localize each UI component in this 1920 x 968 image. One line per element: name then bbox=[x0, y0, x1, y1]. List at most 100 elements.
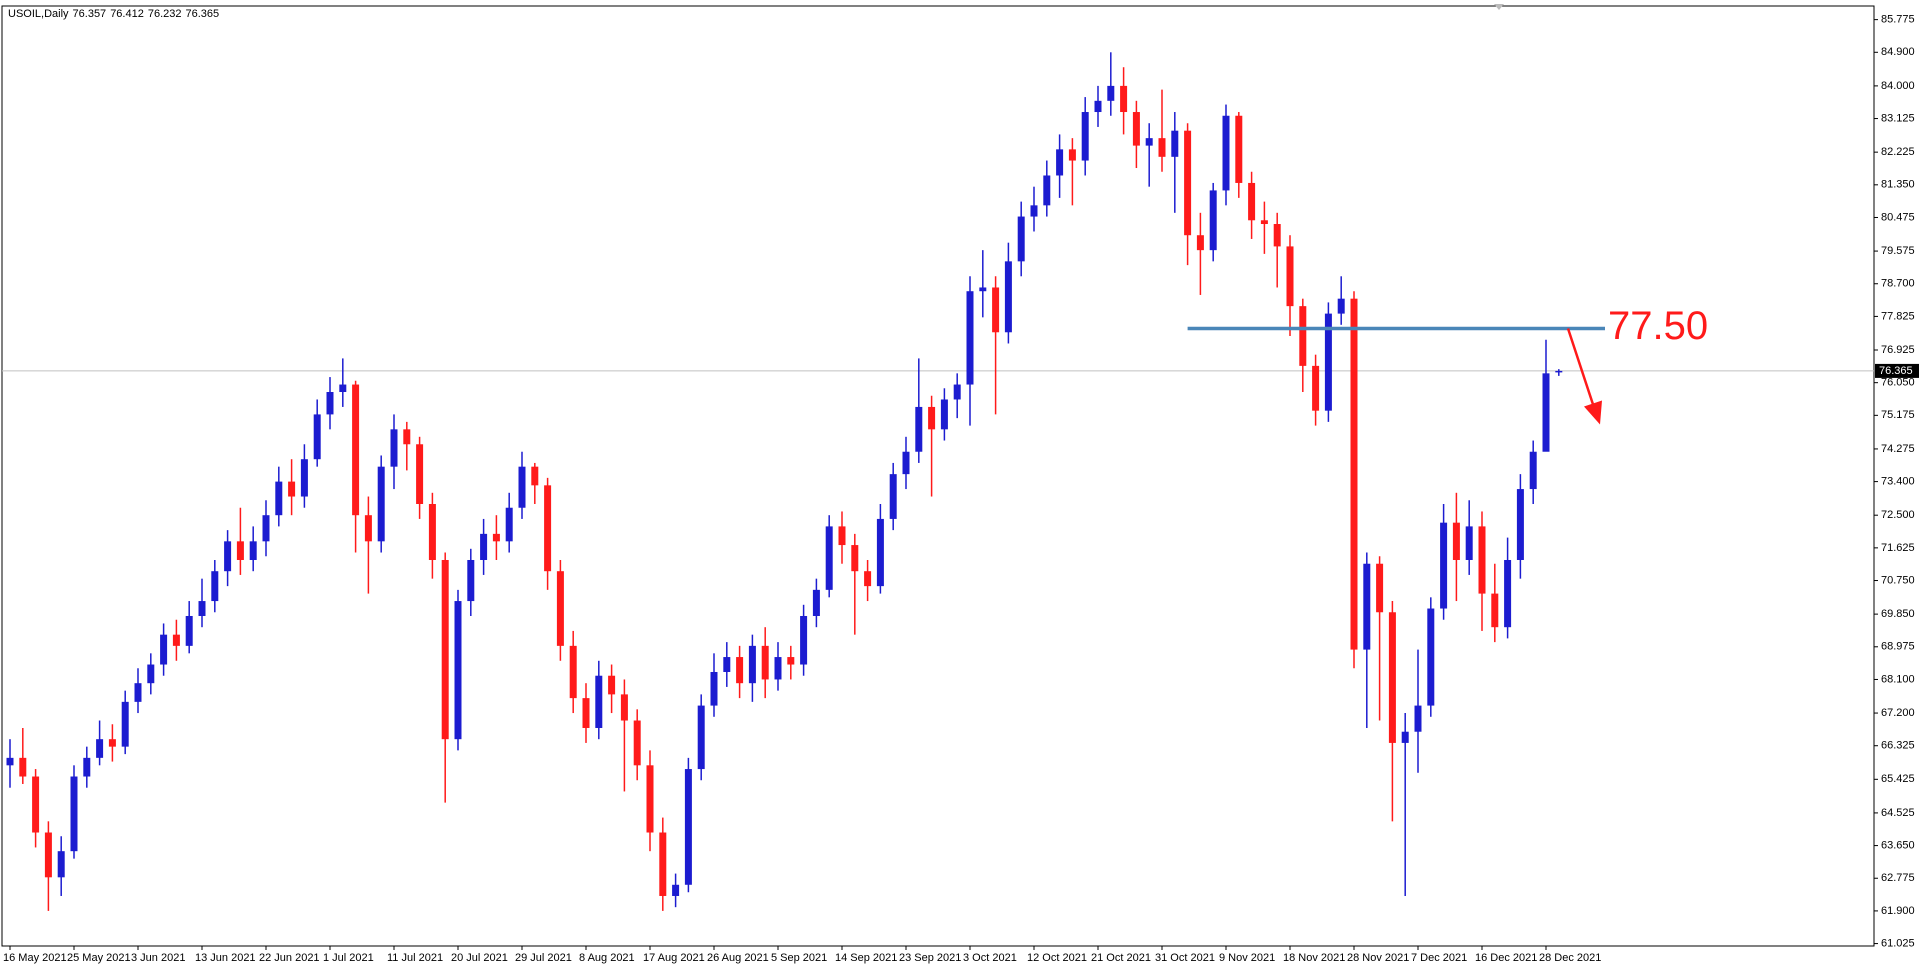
candle-body bbox=[1465, 526, 1473, 560]
candle-body bbox=[633, 720, 641, 766]
x-tick-label: 22 Jun 2021 bbox=[259, 952, 320, 964]
candle-body bbox=[57, 851, 65, 878]
candle-body bbox=[1209, 190, 1217, 251]
last-high: 76.412 bbox=[110, 8, 144, 20]
candle-body bbox=[608, 675, 616, 695]
candle-body bbox=[185, 615, 193, 646]
y-tick-label: 71.625 bbox=[1881, 542, 1915, 554]
y-tick-label: 63.650 bbox=[1881, 839, 1915, 851]
candle-body bbox=[1107, 85, 1115, 101]
x-tick-label: 20 Jul 2021 bbox=[451, 952, 508, 964]
down-arrow bbox=[1566, 328, 1598, 414]
shift-marker bbox=[1494, 4, 1504, 10]
candle-body bbox=[876, 518, 884, 587]
candle-body bbox=[1324, 313, 1332, 411]
candle-body bbox=[953, 384, 961, 400]
candle-body bbox=[1427, 608, 1435, 706]
candle-body bbox=[172, 634, 180, 646]
candle-body bbox=[1056, 149, 1064, 176]
x-tick-label: 5 Sep 2021 bbox=[771, 952, 827, 964]
candle-body bbox=[1171, 130, 1179, 157]
candle-body bbox=[1222, 115, 1230, 191]
price-tag bbox=[1875, 363, 1919, 378]
candle-body bbox=[979, 287, 987, 292]
y-tick-label: 70.750 bbox=[1881, 574, 1915, 586]
x-tick-label: 8 Aug 2021 bbox=[579, 952, 635, 964]
candle-body bbox=[992, 287, 1000, 333]
last-open: 76.357 bbox=[73, 8, 107, 20]
candle-body bbox=[1452, 522, 1460, 560]
y-tick-label: 81.350 bbox=[1881, 179, 1915, 191]
y-tick-label: 74.275 bbox=[1881, 443, 1915, 455]
candle-body bbox=[134, 683, 142, 702]
x-tick-label: 16 May 2021 bbox=[3, 952, 67, 964]
candle-body bbox=[1273, 224, 1281, 247]
x-tick-label: 23 Sep 2021 bbox=[899, 952, 961, 964]
x-tick-label: 14 Sep 2021 bbox=[835, 952, 897, 964]
y-tick-label: 82.225 bbox=[1881, 146, 1915, 158]
candle-body bbox=[1388, 612, 1396, 743]
candle-body bbox=[96, 739, 104, 758]
candle-body bbox=[416, 444, 424, 504]
candle-body bbox=[544, 485, 552, 572]
candle-body bbox=[249, 541, 257, 560]
x-tick-label: 7 Dec 2021 bbox=[1411, 952, 1467, 964]
y-tick-label: 62.775 bbox=[1881, 872, 1915, 884]
candle-body bbox=[480, 533, 488, 560]
candle-body bbox=[83, 757, 91, 777]
y-tick-label: 85.775 bbox=[1881, 14, 1915, 26]
candle-body bbox=[288, 481, 296, 497]
candle-body bbox=[121, 701, 129, 747]
candle-body bbox=[723, 657, 731, 672]
arrow-head bbox=[1584, 400, 1602, 425]
candle-body bbox=[44, 832, 52, 878]
candle-body bbox=[147, 664, 155, 684]
candle-body bbox=[1017, 216, 1025, 262]
y-tick-label: 79.575 bbox=[1881, 245, 1915, 257]
candle-body bbox=[1081, 112, 1089, 161]
candle-body bbox=[1440, 522, 1448, 609]
candle-body bbox=[928, 406, 936, 430]
candle-body bbox=[556, 571, 564, 646]
y-tick-label: 73.400 bbox=[1881, 476, 1915, 488]
x-tick-label: 11 Jul 2021 bbox=[387, 952, 443, 964]
candle-body bbox=[1286, 246, 1294, 307]
candle-body bbox=[390, 429, 398, 467]
candle-body bbox=[1145, 138, 1153, 146]
x-tick-label: 25 May 2021 bbox=[67, 952, 131, 964]
x-tick-label: 16 Dec 2021 bbox=[1475, 952, 1537, 964]
candle-body bbox=[582, 698, 590, 728]
candle-body bbox=[787, 657, 795, 665]
candle-body bbox=[812, 589, 820, 616]
candle-body bbox=[1491, 593, 1499, 628]
candle-body bbox=[1504, 559, 1512, 628]
chart-header: USOIL,Daily 76.357 76.412 76.232 76.365 bbox=[8, 8, 219, 20]
candle-body bbox=[1248, 182, 1256, 221]
candle-body bbox=[275, 481, 283, 516]
y-tick-label: 83.125 bbox=[1881, 112, 1915, 124]
candle-body bbox=[1196, 235, 1204, 251]
candle-body bbox=[1376, 563, 1384, 613]
level-label: 77.50 bbox=[1608, 304, 1708, 348]
x-tick-label: 18 Nov 2021 bbox=[1283, 952, 1345, 964]
candle-body bbox=[1158, 138, 1166, 157]
y-tick-label: 84.900 bbox=[1881, 46, 1915, 58]
candle-body bbox=[684, 769, 692, 885]
y-tick-label: 80.475 bbox=[1881, 211, 1915, 223]
x-tick-label: 17 Aug 2021 bbox=[643, 952, 705, 964]
candle-body bbox=[1350, 298, 1358, 650]
candle-body bbox=[1043, 175, 1051, 206]
y-tick-label: 65.425 bbox=[1881, 773, 1915, 785]
symbol: USOIL,Daily bbox=[8, 8, 69, 20]
candle-body bbox=[1260, 220, 1268, 225]
candle-body bbox=[1299, 306, 1307, 366]
candle-body bbox=[1516, 489, 1524, 560]
candle-body bbox=[339, 384, 347, 393]
x-tick-label: 1 Jul 2021 bbox=[323, 952, 374, 964]
candle-body bbox=[1235, 115, 1243, 183]
y-tick-label: 76.925 bbox=[1881, 344, 1915, 356]
y-tick-label: 69.850 bbox=[1881, 608, 1915, 620]
candle-body bbox=[646, 765, 654, 833]
candle-body bbox=[761, 645, 769, 680]
